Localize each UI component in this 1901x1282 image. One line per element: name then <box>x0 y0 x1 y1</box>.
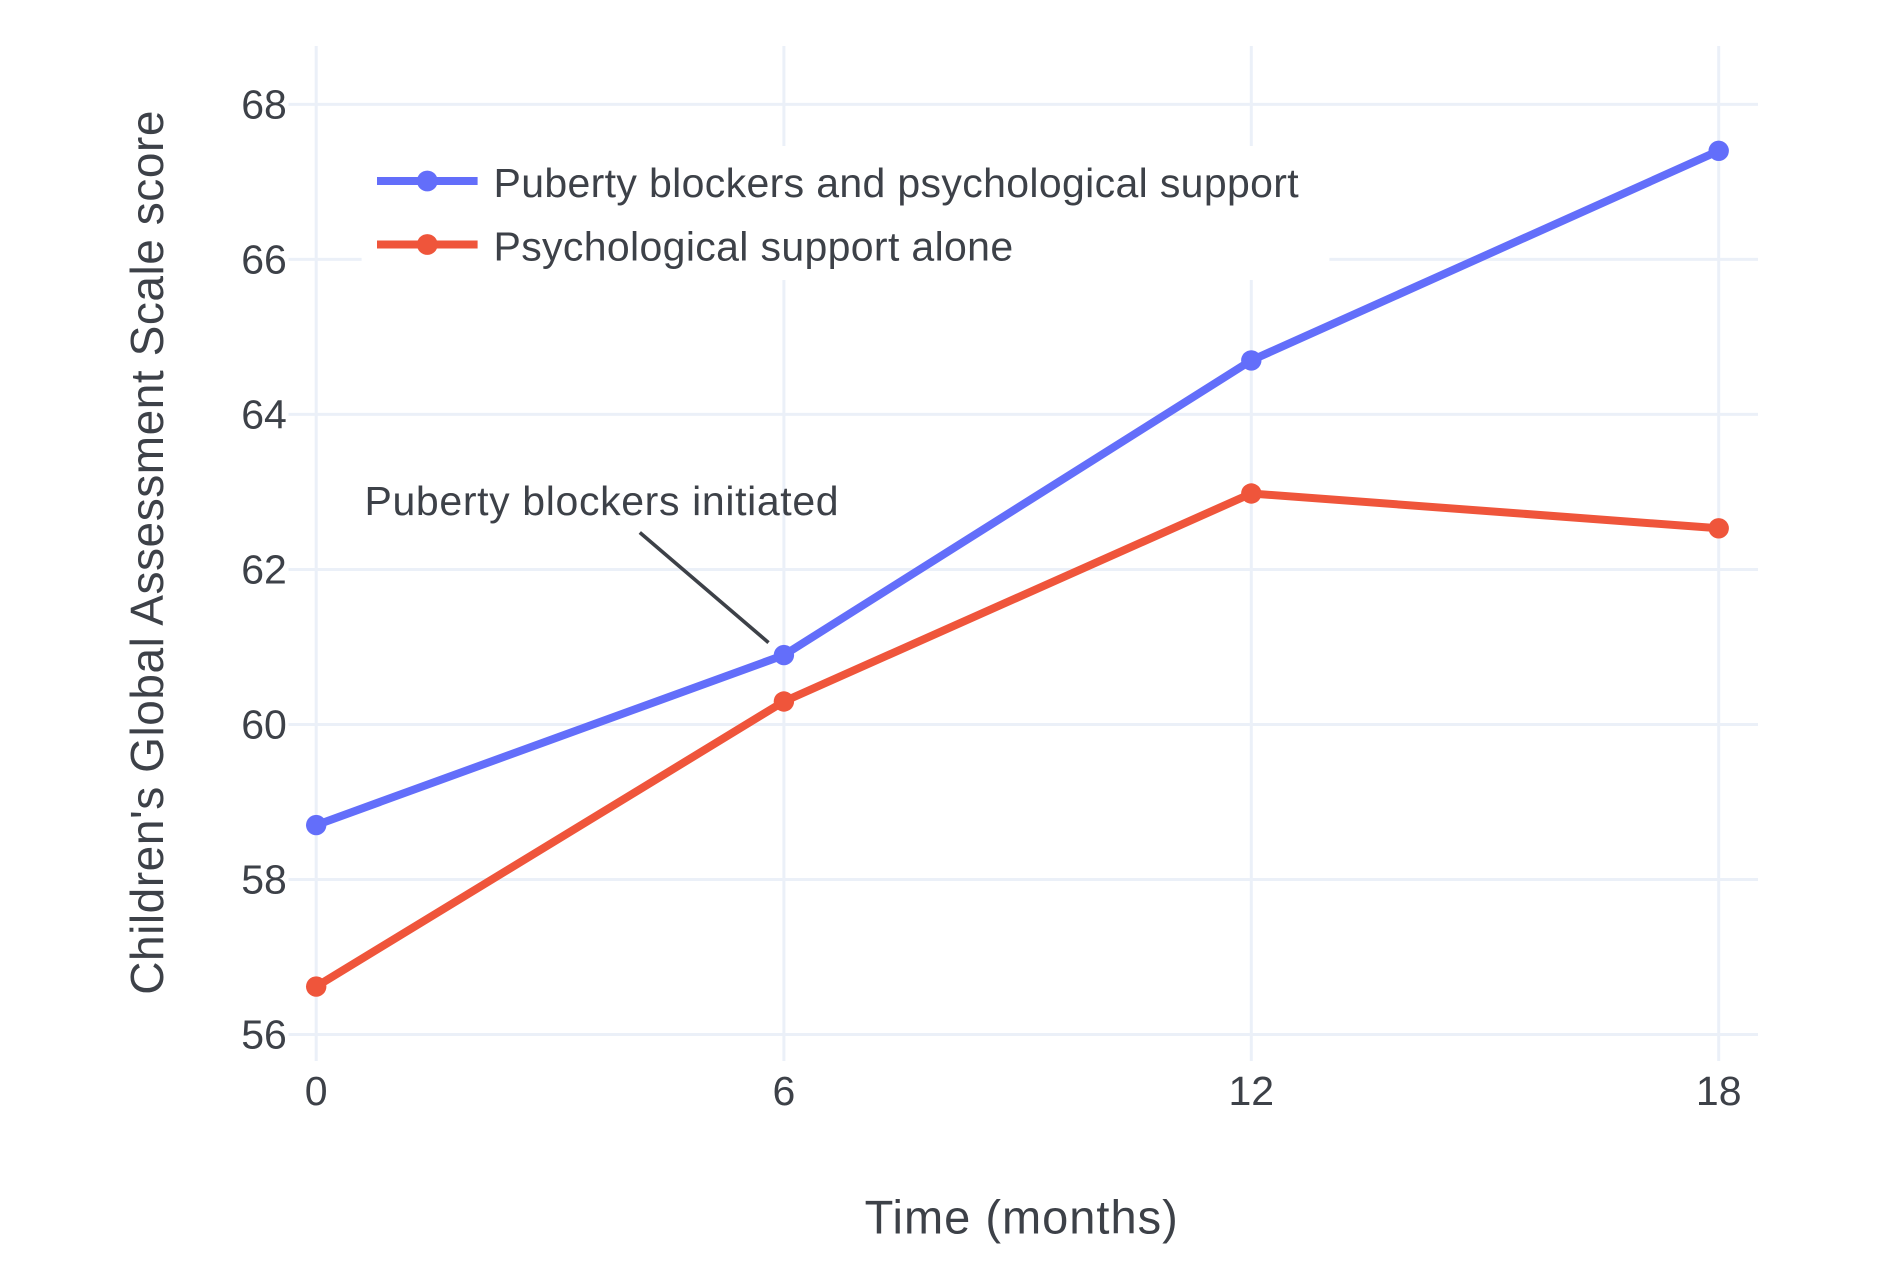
svg-text:62: 62 <box>241 547 287 593</box>
svg-text:68: 68 <box>241 82 287 128</box>
svg-text:0: 0 <box>305 1068 328 1114</box>
svg-text:Psychological support alone: Psychological support alone <box>494 223 1014 269</box>
svg-text:58: 58 <box>241 857 287 903</box>
svg-text:Children's Global Assessment S: Children's Global Assessment Scale score <box>121 110 173 995</box>
svg-text:12: 12 <box>1228 1068 1274 1114</box>
svg-text:Puberty blockers and psycholog: Puberty blockers and psychological suppo… <box>494 160 1300 206</box>
svg-text:64: 64 <box>241 392 287 438</box>
svg-text:56: 56 <box>241 1012 287 1058</box>
svg-text:18: 18 <box>1696 1068 1742 1114</box>
svg-text:Puberty blockers initiated: Puberty blockers initiated <box>365 478 840 524</box>
svg-text:6: 6 <box>772 1068 795 1114</box>
svg-text:Time (months): Time (months) <box>865 1190 1179 1243</box>
svg-text:66: 66 <box>241 237 287 283</box>
svg-text:60: 60 <box>241 702 287 748</box>
